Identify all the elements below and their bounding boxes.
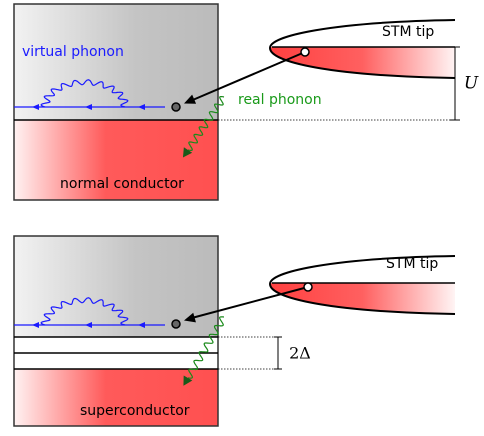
tip-electron [301, 48, 309, 56]
material-label: superconductor [80, 403, 190, 419]
virtual-phonon-label: virtual phonon [22, 44, 124, 60]
tip-label: STM tip [386, 256, 438, 272]
voltage-label: U [464, 74, 479, 94]
metal-electron [172, 103, 180, 111]
metal-electron [172, 320, 180, 328]
top-panel: U STM tip virtual phonon real phonon nor… [14, 4, 479, 200]
real-phonon-label: real phonon [238, 92, 322, 108]
bottom-panel: 2Δ STM tip superconductor [14, 236, 455, 426]
gap-label: 2Δ [289, 344, 311, 363]
tip-label: STM tip [382, 24, 434, 40]
material-label: normal conductor [60, 176, 184, 192]
tip-electron [304, 283, 312, 291]
diagram: U STM tip virtual phonon real phonon nor… [0, 0, 484, 436]
